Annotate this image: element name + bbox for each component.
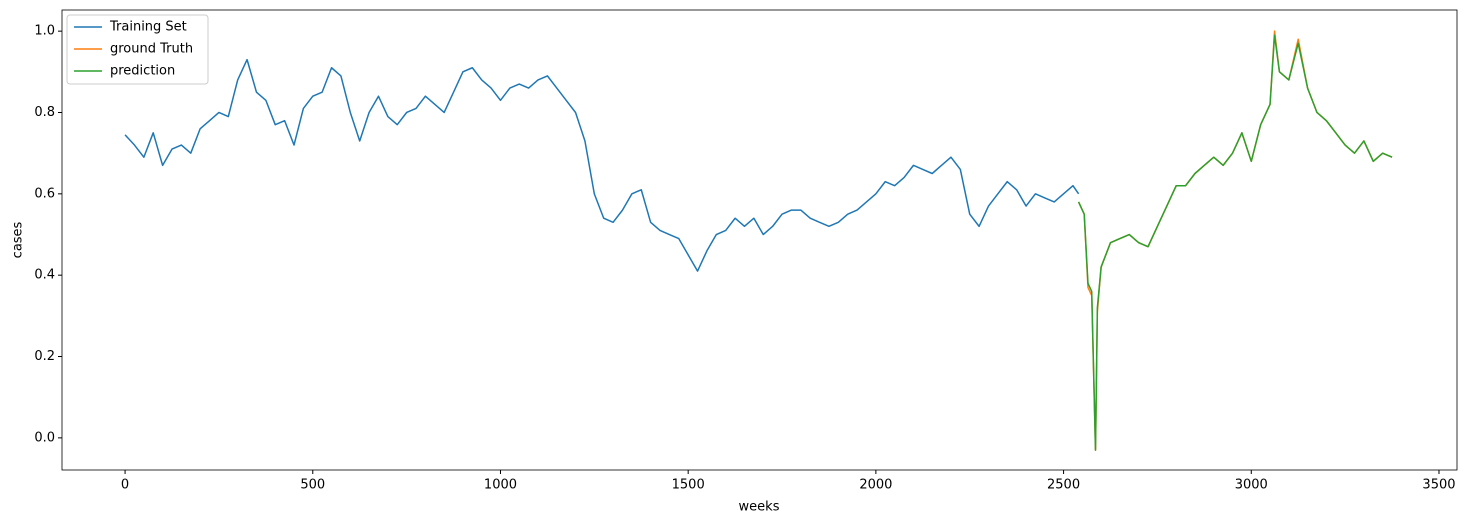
series-line — [124, 58, 1080, 272]
x-tick-label: 2000 — [859, 478, 892, 493]
legend-box — [66, 14, 209, 85]
y-tick-label: 0.2 — [34, 349, 55, 364]
y-axis-label: cases — [11, 221, 26, 258]
x-tick-label: 500 — [300, 478, 325, 493]
x-tick-label: 3500 — [1422, 478, 1455, 493]
legend-label: prediction — [110, 64, 175, 79]
y-tick-label: 0.8 — [34, 105, 55, 120]
y-tick-label: 0.0 — [34, 430, 55, 445]
legend-label: ground Truth — [110, 42, 193, 57]
x-tick-label: 1500 — [672, 478, 705, 493]
series-line — [1077, 34, 1393, 451]
y-tick-label: 1.0 — [34, 24, 55, 39]
x-tick-label: 3000 — [1235, 478, 1268, 493]
legend-label: Training Set — [109, 20, 187, 35]
y-tick-label: 0.4 — [34, 268, 55, 283]
x-axis-label: weeks — [739, 500, 780, 515]
x-tick-label: 2500 — [1047, 478, 1080, 493]
x-tick-label: 1000 — [484, 478, 517, 493]
y-tick-label: 0.6 — [34, 186, 55, 201]
plot-frame — [61, 9, 1458, 471]
x-tick-label: 0 — [121, 478, 129, 493]
